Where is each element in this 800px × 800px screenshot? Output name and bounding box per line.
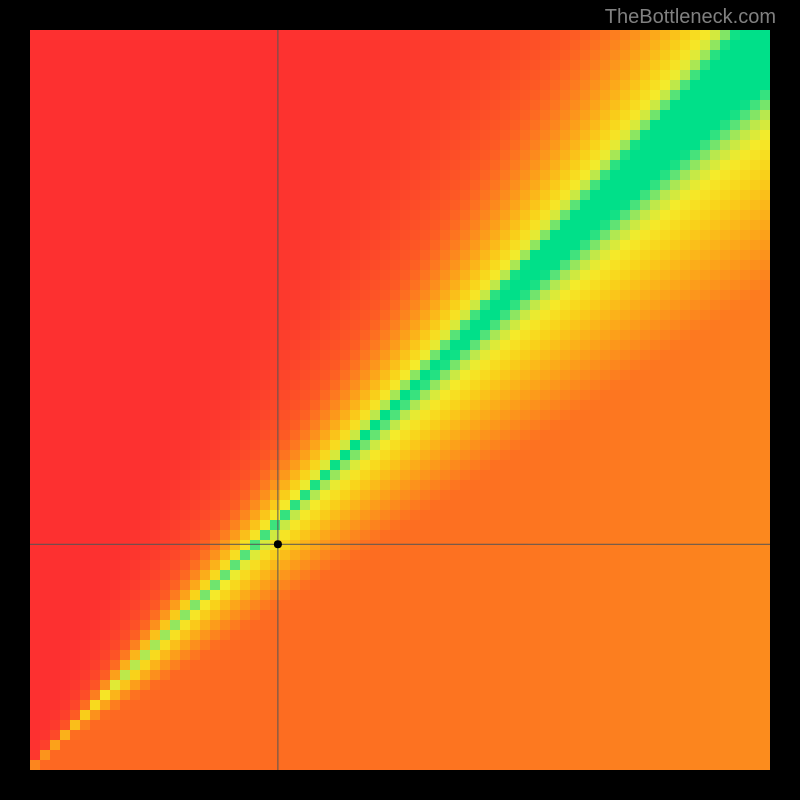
bottleneck-heatmap	[30, 30, 770, 770]
watermark-text: TheBottleneck.com	[605, 6, 776, 29]
heatmap-canvas	[30, 30, 770, 770]
